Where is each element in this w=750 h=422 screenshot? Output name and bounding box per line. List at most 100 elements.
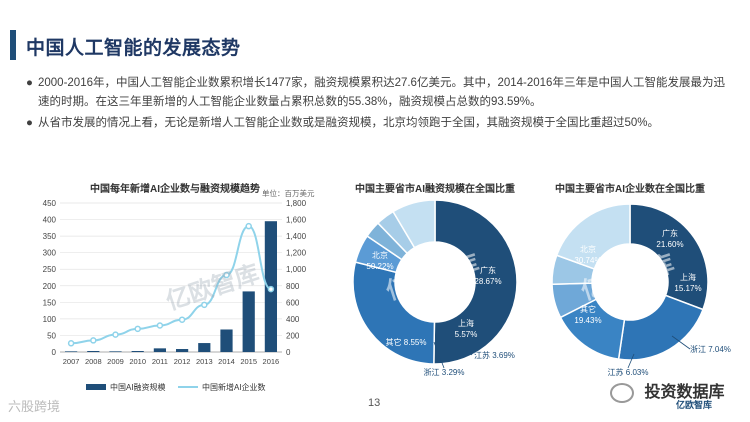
bar <box>242 291 255 352</box>
donut-title: 中国主要省市AI融资规模在全国比重 <box>355 182 515 195</box>
x-tick-label: 2014 <box>218 357 235 366</box>
leader-line <box>627 353 635 369</box>
donut-slice <box>392 199 436 249</box>
brand-logo: 亿欧智库 <box>676 400 713 410</box>
line-point <box>267 285 275 293</box>
x-tick-label: 2009 <box>107 357 124 366</box>
donut-slice <box>352 261 436 365</box>
slice-label: 江苏 3.69% <box>474 350 515 360</box>
x-tick-label: 2010 <box>129 357 146 366</box>
bullet-item: ● 从省市发展的情况上看，无论是新增人工智能企业数或是融资规模，北京均领跑于全国… <box>26 114 726 133</box>
title-accent-bar <box>10 30 16 60</box>
slice-value: 19.43% <box>574 316 601 325</box>
line-series <box>67 222 275 347</box>
line-path <box>71 225 272 345</box>
donut-title: 中国主要省市AI企业数在全国比重 <box>555 182 705 195</box>
donut-slice <box>629 203 709 311</box>
x-tick-label: 2016 <box>263 357 280 366</box>
line-point <box>201 301 208 309</box>
legend-label: 中国AI融资规模 <box>110 382 166 392</box>
slice-label: 广东 <box>662 228 678 238</box>
donut-chart-financing: 中国主要省市AI融资规模在全国比重 北京 50.22% 广东 28.67% 上海 5.57… <box>352 182 518 377</box>
x-axis-ticks: 2007 2008 2009 2010 2011 2012 2013 2014 2015 2016 <box>63 357 279 366</box>
footer-account: 投资数据库 <box>610 378 724 403</box>
secondary-axis-unit: 单位：百万美元 <box>262 188 315 198</box>
bar <box>131 351 144 352</box>
wechat-icon <box>610 382 634 403</box>
y-tick-label: 400 <box>43 216 57 225</box>
y2-tick-label: 1,600 <box>286 216 307 225</box>
donut-slice <box>433 199 518 365</box>
x-tick-label: 2007 <box>63 357 80 366</box>
donut-slices <box>352 199 518 365</box>
donut-chart-companies: 中国主要省市AI企业数在全国比重 北京 30.74% 广东 21.60% 上海 15.17… <box>551 182 731 377</box>
bullet-text: 从省市发展的情况上看，无论是新增人工智能企业数或是融资规模，北京均领跑于全国，其… <box>38 117 660 129</box>
slice-label: 浙江 7.04% <box>690 344 731 354</box>
y-tick-label: 200 <box>43 282 57 291</box>
bullet-list: ● 2000-2016年，中国人工智能企业数累积增长1477家，融资规模累积达2… <box>26 74 726 135</box>
donut-labels: 北京 50.22% 广东 28.67% 上海 5.57% 浙江 3.29% 江苏 3.69% 其… <box>366 250 514 377</box>
donut-labels: 北京 30.74% 广东 21.60% 上海 15.17% 浙江 7.04% 江苏 6.03%… <box>574 228 730 377</box>
y-tick-label: 150 <box>43 298 57 307</box>
y-tick-label: 450 <box>43 199 57 208</box>
legend-swatch-bar <box>86 384 106 390</box>
y-tick-label: 350 <box>43 232 57 241</box>
slice-label: 浙江 3.29% <box>424 367 465 377</box>
bar <box>198 343 211 352</box>
y-tick-label: 300 <box>43 249 57 258</box>
combo-chart: 中国每年新增AI企业数与融资规模趋势 单位：百万美元 0 50 100 150 200 2… <box>43 182 315 392</box>
slice-value: 5.57% <box>455 330 478 339</box>
line-point <box>156 322 164 329</box>
line-point <box>134 325 141 333</box>
x-tick-label: 2015 <box>240 357 257 366</box>
y2-tick-label: 1,000 <box>286 265 307 274</box>
bullet-dot: ● <box>26 117 33 129</box>
y2-tick-label: 1,800 <box>286 199 307 208</box>
slice-label: 北京 <box>372 250 388 260</box>
leader-line <box>455 337 473 356</box>
slice-label: 上海 <box>680 272 696 282</box>
y2-tick-label: 400 <box>286 315 300 324</box>
bullet-text: 2000-2016年，中国人工智能企业数累积增长1477家，融资规模累积达27.… <box>38 77 725 108</box>
line-point <box>90 337 97 344</box>
y2-tick-label: 1,400 <box>286 232 307 241</box>
x-tick-label: 2013 <box>196 357 213 366</box>
bullet-dot: ● <box>26 77 33 89</box>
slice-value: 50.22% <box>366 262 393 271</box>
bar <box>153 348 167 352</box>
leader-line <box>671 335 691 350</box>
footer-source-logo: 六股跨境 <box>8 399 61 414</box>
slice-label: 其它 <box>580 304 596 314</box>
y2-axis-ticks: 0 200 400 600 800 1,000 1,200 1,400 1,600 1,800 <box>286 199 307 357</box>
bar <box>64 351 78 352</box>
bar <box>87 351 100 352</box>
y-axis-ticks: 0 50 100 150 200 250 300 350 400 450 <box>43 199 57 357</box>
line-point <box>112 331 119 338</box>
combo-chart-title: 中国每年新增AI企业数与融资规模趋势 <box>90 182 260 195</box>
y2-tick-label: 600 <box>286 298 300 307</box>
footer-account-name: 投资数据库 <box>644 384 725 401</box>
y-tick-label: 100 <box>43 315 57 324</box>
x-tick-label: 2008 <box>85 357 102 366</box>
bar <box>109 351 122 352</box>
bar <box>175 349 189 352</box>
bullet-item: ● 2000-2016年，中国人工智能企业数累积增长1477家，融资规模累积达2… <box>26 74 726 112</box>
donut-slice <box>555 203 631 270</box>
leader-line <box>433 341 445 369</box>
slice-label: 江苏 6.03% <box>608 367 649 377</box>
legend: 中国AI融资规模 中国新增AI企业数 <box>86 382 266 392</box>
y2-tick-label: 1,200 <box>286 249 307 258</box>
slice-value: 30.74% <box>574 256 601 265</box>
y-tick-label: 50 <box>47 331 56 340</box>
legend-label: 中国新增AI企业数 <box>202 382 266 392</box>
slice-label: 其它 8.55% <box>386 337 427 347</box>
y-tick-label: 250 <box>43 265 57 274</box>
page-number: 13 <box>368 397 381 409</box>
y2-tick-label: 200 <box>286 331 300 340</box>
line-point <box>178 316 186 323</box>
slice-value: 15.17% <box>674 284 701 293</box>
y2-tick-label: 800 <box>286 282 300 291</box>
line-point <box>67 340 75 347</box>
bar <box>220 329 233 352</box>
